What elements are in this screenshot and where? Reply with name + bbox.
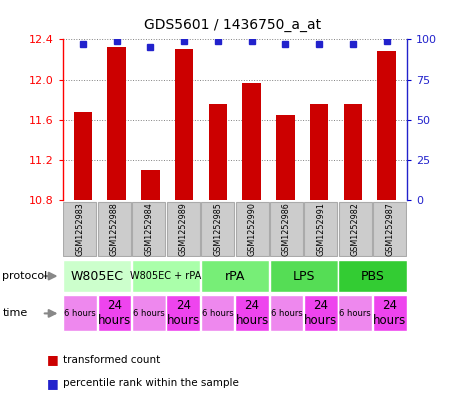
Text: protocol: protocol — [2, 271, 47, 281]
Text: ■: ■ — [46, 376, 58, 390]
Bar — [242, 83, 261, 200]
Bar — [141, 170, 160, 200]
Bar — [74, 112, 92, 200]
Text: 24
hours: 24 hours — [373, 299, 406, 327]
Bar — [276, 115, 295, 200]
Bar — [304, 296, 338, 331]
Text: GSM1252988: GSM1252988 — [110, 202, 119, 256]
Bar — [373, 296, 406, 331]
Bar — [344, 104, 362, 200]
Bar — [270, 202, 303, 256]
Text: GSM1252987: GSM1252987 — [385, 202, 394, 256]
Bar — [175, 50, 193, 200]
Bar — [310, 104, 328, 200]
Text: transformed count: transformed count — [63, 354, 160, 365]
Text: GSM1252991: GSM1252991 — [316, 202, 326, 256]
Bar — [63, 260, 131, 292]
Bar — [209, 104, 227, 200]
Text: 6 hours: 6 hours — [133, 309, 165, 318]
Text: 24
hours: 24 hours — [304, 299, 338, 327]
Bar — [201, 260, 269, 292]
Text: W805EC: W805EC — [71, 270, 124, 283]
Bar — [235, 296, 269, 331]
Bar — [132, 296, 166, 331]
Text: GSM1252983: GSM1252983 — [75, 202, 85, 256]
Text: W805EC + rPA: W805EC + rPA — [130, 271, 202, 281]
Bar — [270, 260, 338, 292]
Text: percentile rank within the sample: percentile rank within the sample — [63, 378, 239, 388]
Bar — [132, 260, 200, 292]
Text: 24
hours: 24 hours — [235, 299, 269, 327]
Bar — [132, 202, 166, 256]
Bar — [304, 202, 338, 256]
Text: PBS: PBS — [360, 270, 385, 283]
Text: 24
hours: 24 hours — [98, 299, 131, 327]
Bar — [107, 47, 126, 200]
Text: GSM1252986: GSM1252986 — [282, 202, 291, 256]
Bar — [166, 296, 200, 331]
Text: LPS: LPS — [292, 270, 315, 283]
Text: GSM1252990: GSM1252990 — [247, 202, 257, 256]
Text: 6 hours: 6 hours — [64, 309, 96, 318]
Bar — [166, 202, 200, 256]
Bar — [235, 202, 269, 256]
Bar — [201, 202, 234, 256]
Bar — [339, 202, 372, 256]
Bar — [98, 296, 131, 331]
Bar — [63, 296, 97, 331]
Text: time: time — [2, 309, 27, 318]
Text: 6 hours: 6 hours — [271, 309, 302, 318]
Text: 6 hours: 6 hours — [202, 309, 233, 318]
Text: rPA: rPA — [225, 270, 245, 283]
Bar — [63, 202, 97, 256]
Bar — [378, 51, 396, 200]
Bar — [201, 296, 234, 331]
Bar — [339, 296, 372, 331]
Bar — [339, 260, 406, 292]
Text: GSM1252989: GSM1252989 — [179, 202, 188, 256]
Text: GSM1252984: GSM1252984 — [144, 202, 153, 256]
Text: 24
hours: 24 hours — [166, 299, 200, 327]
Text: GDS5601 / 1436750_a_at: GDS5601 / 1436750_a_at — [144, 18, 321, 32]
Bar — [98, 202, 131, 256]
Text: 6 hours: 6 hours — [339, 309, 371, 318]
Text: ■: ■ — [46, 353, 58, 366]
Text: GSM1252985: GSM1252985 — [213, 202, 222, 256]
Bar — [270, 296, 303, 331]
Text: GSM1252982: GSM1252982 — [351, 202, 360, 256]
Bar — [373, 202, 406, 256]
